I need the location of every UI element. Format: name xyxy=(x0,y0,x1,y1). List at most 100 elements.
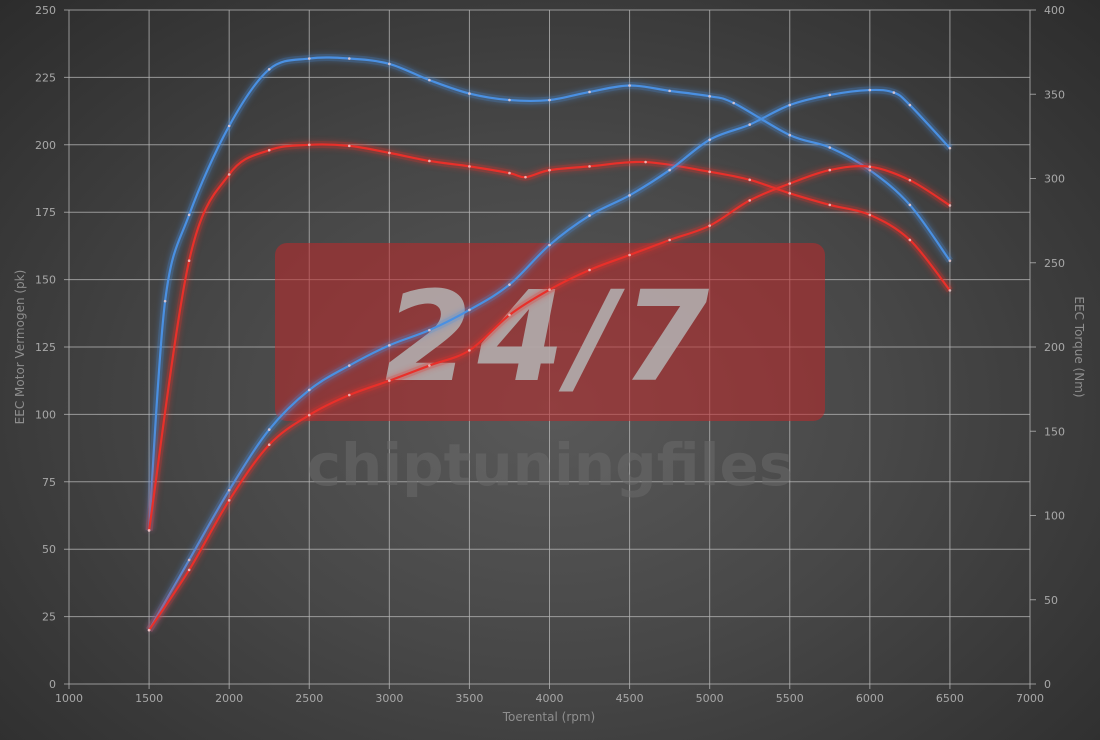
data-point xyxy=(588,90,591,94)
y-right-tick-label: 200 xyxy=(1044,341,1065,354)
data-point xyxy=(628,194,631,197)
data-point xyxy=(187,259,191,263)
data-point xyxy=(267,428,271,431)
y-left-tick-label: 25 xyxy=(42,611,56,624)
data-point xyxy=(187,213,191,217)
data-point xyxy=(644,160,647,164)
data-point xyxy=(668,89,671,93)
axis-ticks: 1000 1500 2000 2500 3000 3500 4000 4500 5000 5500… xyxy=(35,4,1065,705)
data-point xyxy=(388,344,391,347)
series-lines xyxy=(145,54,953,633)
data-point xyxy=(524,175,527,179)
y-right-tick-label: 400 xyxy=(1044,4,1065,17)
data-point xyxy=(548,243,551,247)
data-point xyxy=(428,159,431,163)
x-tick-label: 5000 xyxy=(696,692,724,705)
data-point xyxy=(628,84,631,87)
data-point xyxy=(347,57,351,60)
y-right-tick-label: 0 xyxy=(1044,678,1051,691)
x-tick-label: 6000 xyxy=(856,692,884,705)
data-point xyxy=(227,124,231,128)
data-point xyxy=(388,379,391,383)
data-point xyxy=(187,558,191,562)
x-tick-label: 5500 xyxy=(776,692,804,705)
data-point xyxy=(668,168,671,172)
x-axis-label: Toerental (rpm) xyxy=(502,710,595,724)
x-tick-label: 2500 xyxy=(295,692,323,705)
data-point xyxy=(388,62,391,66)
data-point xyxy=(948,204,952,207)
y-left-tick-label: 150 xyxy=(35,274,56,287)
data-point xyxy=(908,103,912,107)
y-right-tick-label: 300 xyxy=(1044,173,1065,186)
data-point xyxy=(227,499,231,502)
data-point xyxy=(708,170,711,174)
data-point xyxy=(468,349,471,352)
data-point xyxy=(388,151,391,155)
data-point xyxy=(307,57,311,60)
data-point xyxy=(227,488,231,492)
x-tick-label: 2000 xyxy=(215,692,243,705)
data-point xyxy=(868,213,872,217)
data-point xyxy=(468,92,471,95)
y-right-tick-label: 100 xyxy=(1044,510,1065,523)
data-point xyxy=(267,148,271,152)
data-point xyxy=(708,138,711,142)
data-point xyxy=(588,268,591,272)
y-left-tick-label: 175 xyxy=(35,206,56,219)
y-right-tick-label: 350 xyxy=(1044,88,1065,101)
data-point xyxy=(307,143,311,147)
data-point xyxy=(267,443,271,447)
x-tick-label: 1000 xyxy=(55,692,83,705)
data-point xyxy=(828,203,832,207)
data-point xyxy=(868,165,872,169)
x-tick-label: 6500 xyxy=(936,692,964,705)
y-right-tick-label: 150 xyxy=(1044,425,1065,438)
y-axis-left-label: EEC Motor Vermogen (pk) xyxy=(13,270,27,425)
data-point xyxy=(347,144,351,148)
x-tick-label: 3500 xyxy=(455,692,483,705)
data-point xyxy=(428,328,431,332)
data-point xyxy=(868,88,872,92)
data-point xyxy=(948,146,952,150)
data-point xyxy=(788,182,792,185)
data-point xyxy=(588,165,591,168)
data-point xyxy=(788,133,792,137)
data-point xyxy=(788,103,792,107)
data-point xyxy=(187,568,191,572)
data-point xyxy=(908,178,912,182)
data-point xyxy=(748,178,752,182)
y-right-tick-label: 50 xyxy=(1044,594,1058,607)
data-point xyxy=(892,91,896,94)
data-point xyxy=(468,308,471,312)
data-point xyxy=(227,173,231,176)
y-left-tick-label: 0 xyxy=(49,678,56,691)
data-point xyxy=(708,224,711,227)
data-point xyxy=(508,283,511,286)
watermark-brand-text: chiptuningfiles xyxy=(307,431,794,499)
data-point xyxy=(748,123,752,126)
y-left-tick-label: 75 xyxy=(42,476,56,489)
data-point xyxy=(908,203,912,207)
x-tick-label: 4500 xyxy=(616,692,644,705)
y-left-tick-label: 250 xyxy=(35,4,56,17)
data-point xyxy=(548,168,551,172)
data-point xyxy=(307,388,311,392)
data-point xyxy=(163,299,167,303)
y-axis-right-label: EEC Torque (Nm) xyxy=(1072,296,1086,397)
series-line-right-2 xyxy=(148,88,951,631)
x-tick-label: 1500 xyxy=(135,692,163,705)
y-right-tick-label: 250 xyxy=(1044,257,1065,270)
data-point xyxy=(468,165,471,168)
data-point xyxy=(147,529,151,532)
y-left-tick-label: 225 xyxy=(35,71,56,84)
data-point xyxy=(508,98,511,102)
data-point xyxy=(668,238,671,242)
data-point xyxy=(147,628,151,632)
data-point xyxy=(908,238,912,242)
watermark-box xyxy=(275,243,825,421)
data-point xyxy=(828,93,832,97)
y-left-tick-label: 200 xyxy=(35,139,56,152)
x-tick-label: 7000 xyxy=(1016,692,1044,705)
